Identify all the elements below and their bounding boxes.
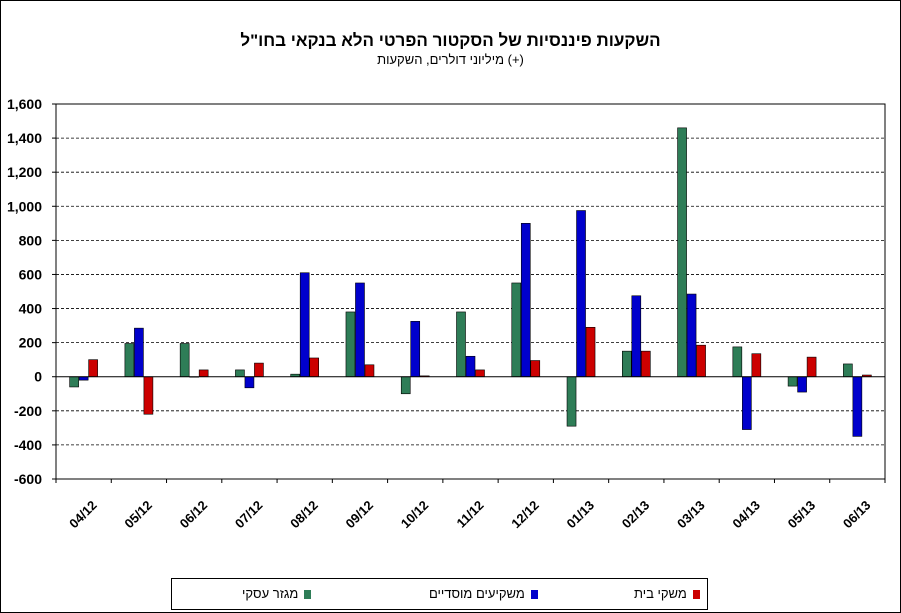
x-tick-label: 09/12 xyxy=(342,498,376,532)
x-tick-label: 01/13 xyxy=(564,498,598,532)
x-tick-label: 06/13 xyxy=(840,498,874,532)
bar xyxy=(787,376,798,387)
y-tick-label: 800 xyxy=(19,232,43,248)
x-tick-label: 10/12 xyxy=(398,498,432,532)
x-tick-label: 12/12 xyxy=(508,498,542,532)
chart-title: השקעות פיננסיות של הסקטור הפרטי הלא בנקא… xyxy=(240,31,661,50)
bar xyxy=(134,327,144,378)
y-tick-label: 200 xyxy=(19,335,43,351)
bar xyxy=(456,311,466,378)
legend-swatch-institutional xyxy=(530,590,538,600)
y-tick-label: 400 xyxy=(19,301,43,317)
bar xyxy=(299,272,310,378)
bar xyxy=(69,376,79,388)
bar xyxy=(345,311,356,378)
legend-label-business: מגזר עסקי xyxy=(242,586,299,601)
bar xyxy=(511,282,522,378)
legend-label-institutional: משקיעים מוסדיים xyxy=(429,586,525,601)
bar xyxy=(400,376,411,395)
bar xyxy=(566,376,577,427)
bar xyxy=(520,223,531,378)
y-tick-label: 1,400 xyxy=(7,130,42,146)
x-tick-label: 07/12 xyxy=(232,498,266,532)
bar xyxy=(124,343,135,378)
x-tick-label: 04/12 xyxy=(66,498,100,532)
bar xyxy=(355,282,365,378)
bar xyxy=(806,356,817,378)
bar xyxy=(640,350,651,378)
bar xyxy=(364,364,375,378)
legend-item-households: משקי בית xyxy=(634,586,700,601)
bar xyxy=(235,369,245,378)
x-tick-label: 04/13 xyxy=(729,498,763,532)
x-tick-label: 11/12 xyxy=(454,498,487,531)
bar xyxy=(244,376,255,389)
bar xyxy=(254,362,264,378)
y-tick-label: 600 xyxy=(19,266,43,282)
y-tick-label: -600 xyxy=(14,471,42,487)
legend-label-households: משקי בית xyxy=(634,586,687,601)
x-tick-label: 05/13 xyxy=(785,498,819,532)
bar xyxy=(78,376,89,381)
bar xyxy=(797,376,807,393)
x-tick-label: 03/13 xyxy=(674,498,708,532)
plot-area xyxy=(55,103,886,480)
bar xyxy=(143,376,154,415)
bar xyxy=(631,295,642,378)
y-tick-label: 1,200 xyxy=(7,164,42,180)
y-tick-label: -200 xyxy=(14,403,42,419)
x-tick-label: 02/13 xyxy=(619,498,653,532)
bar xyxy=(576,210,586,378)
bar xyxy=(198,369,209,378)
bar xyxy=(621,350,632,378)
x-tick-label: 08/12 xyxy=(287,498,321,532)
chart-subtitle: מיליוני דולרים, השקעות (+) xyxy=(377,52,524,67)
bar xyxy=(696,344,706,378)
x-tick-label: 05/12 xyxy=(121,498,155,532)
legend-swatch-households xyxy=(692,590,700,600)
bar xyxy=(410,321,421,378)
legend-item-business: מגזר עסקי xyxy=(242,586,312,601)
bar xyxy=(677,127,687,378)
y-tick-label: 0 xyxy=(34,369,42,385)
y-tick-label: -400 xyxy=(14,437,42,453)
bar xyxy=(88,359,98,378)
bar xyxy=(843,363,853,378)
y-tick-label: 1,600 xyxy=(7,96,42,112)
bar xyxy=(309,357,320,378)
legend: משקי בית משקיעים מוסדיים מגזר עסקי xyxy=(171,578,708,610)
bar xyxy=(179,343,190,378)
bar xyxy=(530,360,541,378)
bar xyxy=(852,376,863,437)
legend-item-institutional: משקיעים מוסדיים xyxy=(429,586,538,601)
bar xyxy=(585,326,596,378)
bar xyxy=(732,346,743,378)
bar xyxy=(686,293,697,378)
bar xyxy=(751,353,762,378)
x-tick-label: 06/12 xyxy=(177,498,211,532)
bar xyxy=(742,376,752,430)
bar xyxy=(475,369,485,378)
legend-swatch-business xyxy=(304,590,312,600)
y-tick-label: 1,000 xyxy=(7,198,42,214)
bar xyxy=(465,355,476,378)
